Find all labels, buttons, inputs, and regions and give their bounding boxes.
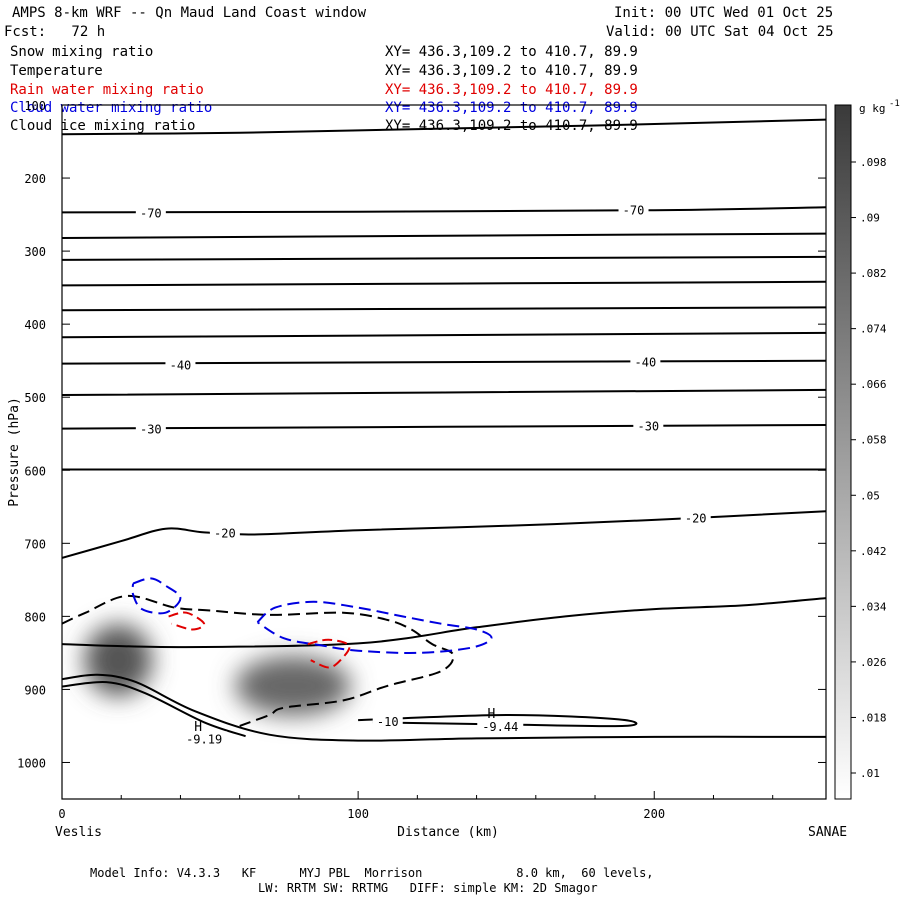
colorbar-tick-label: .09 bbox=[860, 212, 880, 225]
colorbar-tick-label: .098 bbox=[860, 156, 887, 169]
temperature-contour-label: -9.19 bbox=[186, 732, 222, 746]
colorbar-tick-label: .026 bbox=[860, 656, 887, 669]
y-tick-label: 600 bbox=[24, 464, 46, 478]
model-info-line-1: Model Info: V4.3.3 KF MYJ PBL Morrison 8… bbox=[90, 866, 654, 880]
model-info-line-2: LW: RRTM SW: RRTMG DIFF: simple KM: 2D S… bbox=[258, 881, 598, 895]
plot-frame bbox=[61, 104, 827, 800]
field-xy-rain: XY= 436.3,109.2 to 410.7, 89.9 bbox=[385, 82, 638, 98]
field-name-cloud-ice: Cloud ice mixing ratio bbox=[10, 118, 196, 134]
rain-water-contour bbox=[307, 638, 351, 669]
colorbar-unit-label: g kg bbox=[859, 102, 886, 115]
cloud-ice-contour bbox=[62, 594, 455, 727]
contour-label-background bbox=[209, 525, 240, 540]
temperature-contour bbox=[62, 306, 826, 312]
forecast-hour: Fcst: 72 h bbox=[4, 24, 106, 40]
x-tick-label: 200 bbox=[643, 807, 665, 821]
temperature-contour-label: -20 bbox=[685, 512, 707, 526]
temperature-contour bbox=[62, 359, 826, 365]
colorbar-tick-label: .034 bbox=[860, 600, 887, 613]
temperature-contour bbox=[62, 510, 826, 559]
temperature-contour bbox=[62, 673, 826, 742]
contour-label-background bbox=[135, 205, 166, 220]
temperature-contour bbox=[62, 597, 826, 649]
field-name-rain: Rain water mixing ratio bbox=[10, 82, 204, 98]
temperature-contour bbox=[62, 118, 826, 136]
colorbar-tick-label: .066 bbox=[860, 378, 887, 391]
y-tick-label: 200 bbox=[24, 172, 46, 186]
colorbar-tick-label: .018 bbox=[860, 711, 887, 724]
cloud-water-contour bbox=[131, 577, 182, 615]
colorbar-tick-label: .05 bbox=[860, 489, 880, 502]
contour-label-background bbox=[633, 418, 664, 433]
contour-label-background bbox=[630, 354, 661, 369]
temperature-contour-label: -9.44 bbox=[482, 720, 518, 734]
temperature-contour bbox=[62, 331, 826, 339]
colorbar-unit-exponent: -1 bbox=[889, 99, 900, 109]
temperature-contour bbox=[62, 424, 826, 430]
contour-label-background bbox=[680, 510, 711, 525]
field-xy-cloud-water: XY= 436.3,109.2 to 410.7, 89.9 bbox=[385, 100, 638, 116]
y-tick-label: 800 bbox=[24, 610, 46, 624]
temperature-contour bbox=[62, 255, 826, 261]
temperature-contour-label: -40 bbox=[170, 358, 192, 372]
temperature-contour-label: -30 bbox=[637, 420, 659, 434]
field-xy-snow: XY= 436.3,109.2 to 410.7, 89.9 bbox=[385, 44, 638, 60]
y-tick-label: 400 bbox=[24, 318, 46, 332]
y-tick-label: 900 bbox=[24, 683, 46, 697]
field-name-snow: Snow mixing ratio bbox=[10, 44, 154, 60]
chart-title: AMPS 8-km WRF -- Qn Maud Land Coast wind… bbox=[12, 5, 367, 21]
temperature-contour-label: -40 bbox=[635, 355, 657, 369]
contour-label-background bbox=[165, 357, 196, 372]
temperature-contour-label: -10 bbox=[377, 715, 399, 729]
y-axis-label: Pressure (hPa) bbox=[7, 397, 22, 507]
contour-label-background bbox=[372, 713, 403, 728]
y-tick-label: 300 bbox=[24, 245, 46, 259]
contour-label-background bbox=[135, 421, 166, 436]
x-tick-label: 0 bbox=[58, 807, 65, 821]
valid-time: Valid: 00 UTC Sat 04 Oct 25 bbox=[606, 24, 834, 40]
temperature-contour bbox=[62, 232, 826, 239]
temperature-contour bbox=[62, 680, 246, 738]
temperature-contour-label: -20 bbox=[214, 526, 236, 540]
temperature-contour-label: -70 bbox=[623, 203, 645, 217]
init-time: Init: 00 UTC Wed 01 Oct 25 bbox=[614, 5, 834, 21]
colorbar-tick-label: .074 bbox=[860, 323, 887, 336]
x-axis-label: Distance (km) bbox=[397, 825, 499, 840]
colorbar-tick-label: .082 bbox=[860, 267, 887, 280]
temperature-contour bbox=[62, 280, 826, 287]
y-tick-label: 700 bbox=[24, 537, 46, 551]
y-tick-label: 100 bbox=[24, 99, 46, 113]
contour-label-background bbox=[181, 731, 228, 746]
colorbar-tick-label: .058 bbox=[860, 434, 887, 447]
field-name-temperature: Temperature bbox=[10, 63, 103, 79]
y-tick-label: 500 bbox=[24, 391, 46, 405]
colorbar-tick-label: .01 bbox=[860, 767, 880, 780]
temperature-contour bbox=[62, 388, 826, 396]
right-endpoint-label: SANAE bbox=[808, 825, 847, 840]
contour-label-background bbox=[477, 718, 524, 733]
cloud-water-contour bbox=[256, 600, 493, 654]
colorbar bbox=[834, 104, 852, 800]
colorbar-tick-label: .042 bbox=[860, 545, 887, 558]
high-marker: H bbox=[194, 720, 202, 735]
temperature-contour-label: -30 bbox=[140, 423, 162, 437]
x-tick-label: 100 bbox=[347, 807, 369, 821]
contour-label-background bbox=[618, 202, 649, 217]
high-marker: H bbox=[487, 707, 495, 722]
left-endpoint-label: Veslis bbox=[55, 825, 102, 840]
field-xy-temperature: XY= 436.3,109.2 to 410.7, 89.9 bbox=[385, 63, 638, 79]
temperature-contour bbox=[62, 206, 826, 214]
temperature-contour-label: -70 bbox=[140, 206, 162, 220]
field-name-cloud-water: Cloud water mixing ratio bbox=[10, 100, 213, 116]
snow-maximum bbox=[84, 624, 153, 697]
snow-maximum bbox=[234, 655, 351, 716]
y-tick-label: 1000 bbox=[17, 756, 46, 770]
rain-water-contour bbox=[168, 611, 206, 631]
